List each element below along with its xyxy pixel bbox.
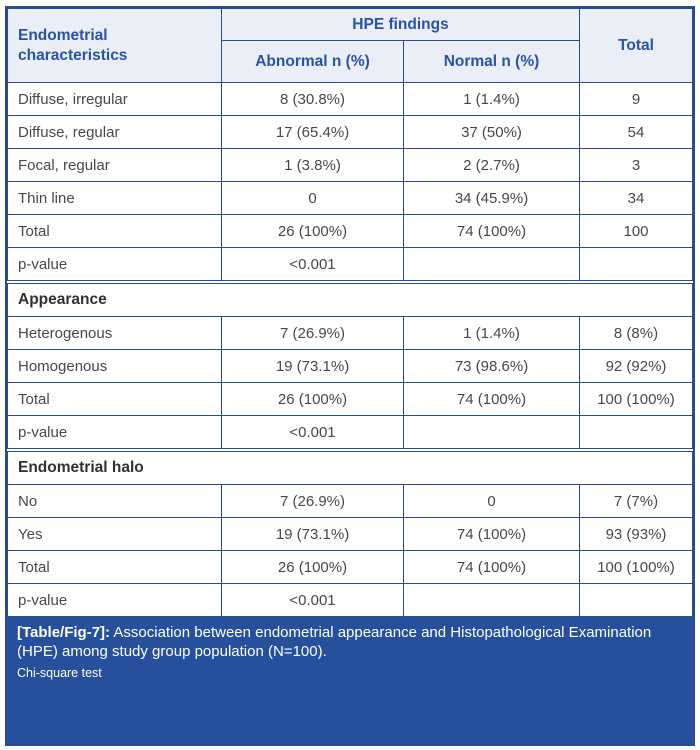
table-row-total: Total 26 (100%) 74 (100%) 100 (100%) xyxy=(7,550,693,584)
table-row: Diffuse, irregular 8 (30.8%) 1 (1.4%) 9 xyxy=(7,82,693,116)
header-hpe-findings: HPE findings xyxy=(220,8,581,41)
abnormal-cell: 17 (65.4%) xyxy=(221,115,404,149)
caption-label: [Table/Fig-7]: xyxy=(17,624,111,641)
row-label-cell: Thin line xyxy=(7,181,222,215)
normal-cell: 2 (2.7%) xyxy=(402,148,581,182)
section-gap xyxy=(7,448,693,452)
normal-cell: 74 (100%) xyxy=(402,550,581,584)
abnormal-cell: 7 (26.9%) xyxy=(221,316,404,350)
section-title-cell: Appearance xyxy=(7,283,693,317)
table-row: Heterogenous 7 (26.9%) 1 (1.4%) 8 (8%) xyxy=(7,316,693,350)
total-cell: 100 xyxy=(579,214,693,248)
normal-cell: 74 (100%) xyxy=(402,382,581,416)
table-row-pvalue: p-value <0.001 xyxy=(7,583,693,617)
pvalue-cell: <0.001 xyxy=(221,415,404,449)
caption-main: [Table/Fig-7]: Association between endom… xyxy=(17,624,683,662)
empty-cell xyxy=(579,415,693,449)
abnormal-cell: 8 (30.8%) xyxy=(221,82,404,116)
caption-note: Chi-square test xyxy=(17,665,102,680)
total-cell: 100 (100%) xyxy=(579,550,693,584)
table-row-total: Total 26 (100%) 74 (100%) 100 (100%) xyxy=(7,382,693,416)
header-normal: Normal n (%) xyxy=(402,40,581,83)
empty-cell xyxy=(402,415,581,449)
table-row: Diffuse, regular 17 (65.4%) 37 (50%) 54 xyxy=(7,115,693,149)
row-label-cell: p-value xyxy=(7,247,222,281)
header-total: Total xyxy=(579,8,693,83)
abnormal-cell: 19 (73.1%) xyxy=(221,349,404,383)
row-label-cell: Homogenous xyxy=(7,349,222,383)
abnormal-cell: 19 (73.1%) xyxy=(221,517,404,551)
abnormal-cell: 26 (100%) xyxy=(221,382,404,416)
row-label-cell: Diffuse, regular xyxy=(7,115,222,149)
normal-cell: 73 (98.6%) xyxy=(402,349,581,383)
table-body: Diffuse, irregular 8 (30.8%) 1 (1.4%) 9 … xyxy=(7,82,693,617)
pvalue-cell: <0.001 xyxy=(221,583,404,617)
table-row: Yes 19 (73.1%) 74 (100%) 93 (93%) xyxy=(7,517,693,551)
caption-text: Association between endometrial appearan… xyxy=(17,624,652,660)
table-row: Focal, regular 1 (3.8%) 2 (2.7%) 3 xyxy=(7,148,693,182)
header-row-2: Abnormal n (%) Normal n (%) xyxy=(8,40,693,83)
total-cell: 100 (100%) xyxy=(579,382,693,416)
normal-cell: 37 (50%) xyxy=(402,115,581,149)
section-title-endometrial-halo: Endometrial halo xyxy=(7,451,693,485)
abnormal-cell: 26 (100%) xyxy=(221,550,404,584)
table-row-pvalue: p-value <0.001 xyxy=(7,247,693,281)
header-endometrial-characteristics: Endometrial characteristics xyxy=(7,8,222,83)
table-row: Thin line 0 34 (45.9%) 34 xyxy=(7,181,693,215)
table-header: Endometrial characteristics HPE findings… xyxy=(7,8,693,83)
total-cell: 3 xyxy=(579,148,693,182)
abnormal-cell: 0 xyxy=(221,181,404,215)
header-row-1: Endometrial characteristics HPE findings… xyxy=(7,8,693,83)
row-label-cell: No xyxy=(7,484,222,518)
row-label-cell: Focal, regular xyxy=(7,148,222,182)
empty-cell xyxy=(402,583,581,617)
association-table: Endometrial characteristics HPE findings… xyxy=(7,8,693,617)
abnormal-cell: 26 (100%) xyxy=(221,214,404,248)
total-cell: 8 (8%) xyxy=(579,316,693,350)
table-caption: [Table/Fig-7]: Association between endom… xyxy=(7,617,693,744)
header-abnormal: Abnormal n (%) xyxy=(221,40,404,83)
empty-cell xyxy=(579,247,693,281)
abnormal-cell: 7 (26.9%) xyxy=(221,484,404,518)
total-cell: 7 (7%) xyxy=(579,484,693,518)
empty-cell xyxy=(402,247,581,281)
normal-cell: 1 (1.4%) xyxy=(402,82,581,116)
table-fig-7: Endometrial characteristics HPE findings… xyxy=(5,6,695,746)
total-cell: 34 xyxy=(579,181,693,215)
total-cell: 54 xyxy=(579,115,693,149)
total-cell: 92 (92%) xyxy=(579,349,693,383)
row-label-cell: Total xyxy=(7,214,222,248)
normal-cell: 0 xyxy=(402,484,581,518)
total-cell: 9 xyxy=(579,82,693,116)
row-label-cell: p-value xyxy=(7,583,222,617)
table-row-total: Total 26 (100%) 74 (100%) 100 xyxy=(7,214,693,248)
row-label-cell: Heterogenous xyxy=(7,316,222,350)
table-row: Homogenous 19 (73.1%) 73 (98.6%) 92 (92%… xyxy=(7,349,693,383)
row-label-cell: Total xyxy=(7,550,222,584)
row-label-cell: p-value xyxy=(7,415,222,449)
row-label-cell: Yes xyxy=(7,517,222,551)
section-title-appearance: Appearance xyxy=(7,283,693,317)
row-label-cell: Total xyxy=(7,382,222,416)
empty-cell xyxy=(579,583,693,617)
section-gap xyxy=(7,280,693,284)
table-row-pvalue: p-value <0.001 xyxy=(7,415,693,449)
normal-cell: 1 (1.4%) xyxy=(402,316,581,350)
table-row: No 7 (26.9%) 0 7 (7%) xyxy=(7,484,693,518)
row-label-cell: Diffuse, irregular xyxy=(7,82,222,116)
normal-cell: 74 (100%) xyxy=(402,517,581,551)
pvalue-cell: <0.001 xyxy=(221,247,404,281)
normal-cell: 34 (45.9%) xyxy=(402,181,581,215)
abnormal-cell: 1 (3.8%) xyxy=(221,148,404,182)
total-cell: 93 (93%) xyxy=(579,517,693,551)
section-title-cell: Endometrial halo xyxy=(7,451,693,485)
normal-cell: 74 (100%) xyxy=(402,214,581,248)
